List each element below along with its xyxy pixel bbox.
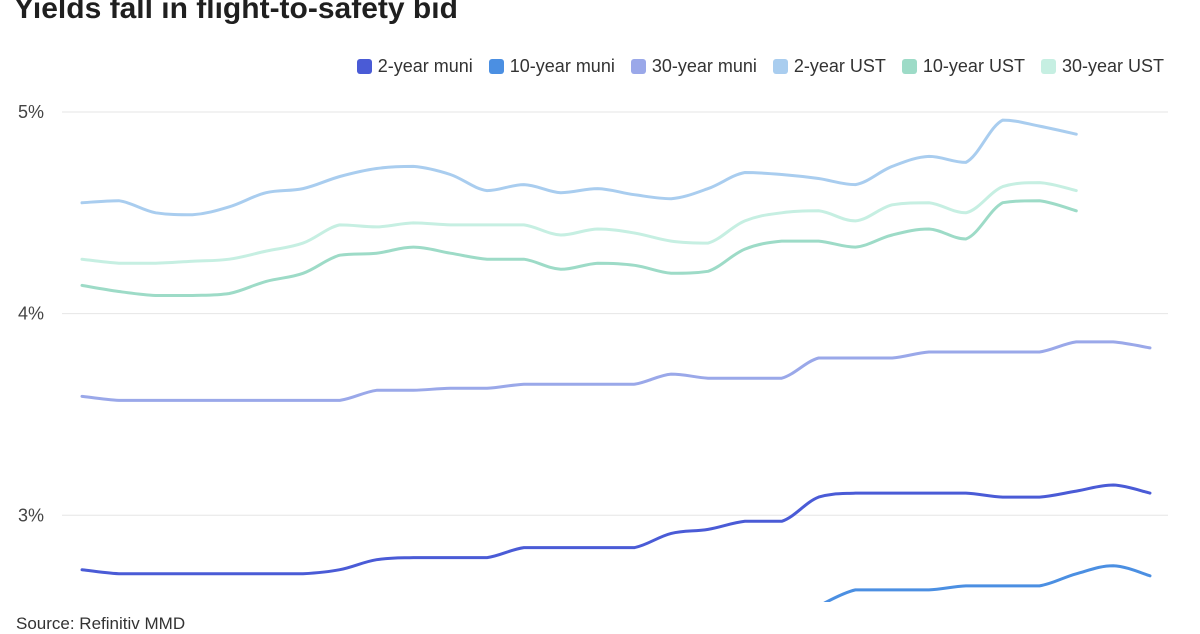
legend-item-30-year-muni[interactable]: 30-year muni <box>630 56 757 77</box>
legend-swatch-30-year-muni <box>630 59 646 74</box>
series-line-10-year-ust[interactable] <box>80 199 1078 297</box>
legend-item-10-year-ust[interactable]: 10-year UST <box>901 56 1025 77</box>
y-axis-ticks: 5% 4% 3% <box>18 102 44 525</box>
legend-item-2-year-ust[interactable]: 2-year UST <box>772 56 886 77</box>
y-tick-label-3: 3% <box>18 505 44 525</box>
legend-label-30-year-ust: 30-year UST <box>1061 56 1164 76</box>
legend-item-10-year-muni[interactable]: 10-year muni <box>488 56 615 77</box>
legend-label-10-year-ust: 10-year UST <box>922 56 1025 76</box>
y-tick-label-4: 4% <box>18 304 44 324</box>
series-line-10-year-muni[interactable] <box>819 564 1152 606</box>
source-note: Source: Refinitiv MMD <box>16 614 186 633</box>
series-line-2-year-ust[interactable] <box>80 118 1078 217</box>
legend-label-2-year-ust: 2-year UST <box>793 56 886 76</box>
legend-label-2-year-muni: 2-year muni <box>377 56 473 76</box>
series-line-30-year-ust[interactable] <box>80 181 1078 265</box>
legend-item-2-year-muni[interactable]: 2-year muni <box>356 56 473 77</box>
y-tick-label-5: 5% <box>18 102 44 122</box>
legend-label-30-year-muni: 30-year muni <box>651 56 757 76</box>
gridlines <box>62 111 1168 516</box>
legend-swatch-2-year-ust <box>772 59 788 74</box>
legend: 2-year muni 10-year muni 30-year muni 2-… <box>356 56 1164 77</box>
legend-swatch-30-year-ust <box>1040 59 1056 74</box>
legend-item-30-year-ust[interactable]: 30-year UST <box>1040 56 1164 77</box>
legend-label-10-year-muni: 10-year muni <box>509 56 615 76</box>
series-line-2-year-muni[interactable] <box>80 483 1152 576</box>
chart-title: Yields fall in flight-to-safety bid <box>14 0 458 25</box>
series-lines <box>80 118 1152 606</box>
legend-swatch-10-year-muni <box>488 59 504 74</box>
legend-swatch-2-year-muni <box>356 59 372 74</box>
legend-swatch-10-year-ust <box>901 59 917 74</box>
series-line-30-year-muni[interactable] <box>80 340 1152 402</box>
